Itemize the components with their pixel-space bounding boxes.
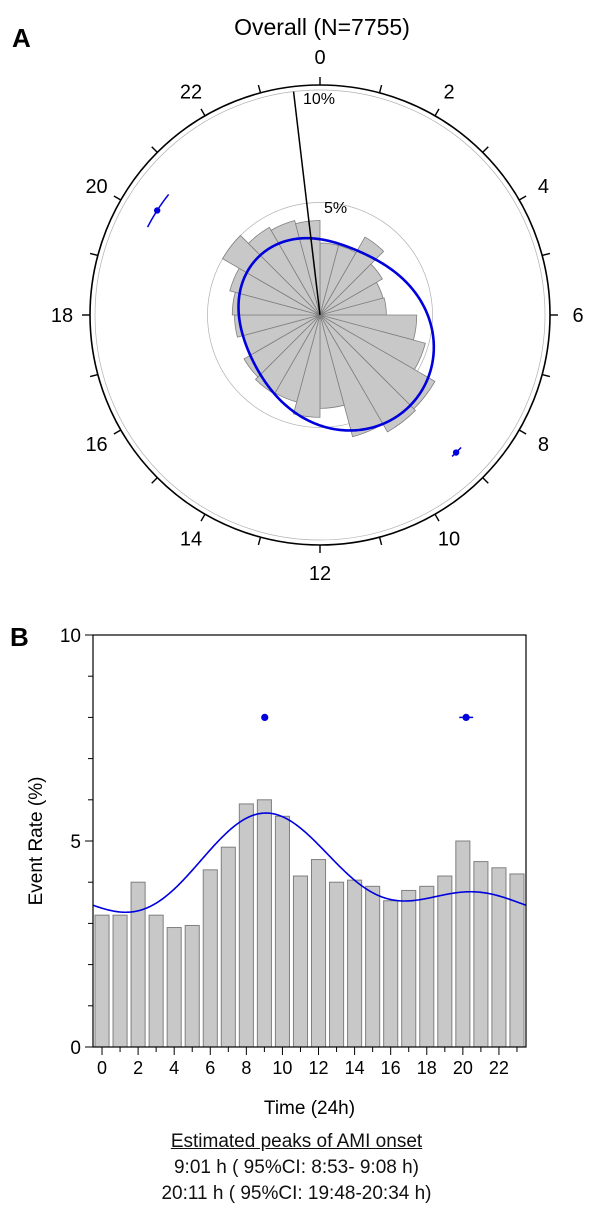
x-tick-label: 20 [453, 1058, 473, 1078]
polar-tick [518, 195, 527, 201]
polar-bar [319, 263, 383, 316]
bar [94, 914, 110, 1048]
polar-tick [151, 477, 158, 484]
polar-hour-label: 18 [51, 305, 73, 327]
polar-tick [151, 146, 158, 153]
bar [112, 914, 128, 1048]
bar [148, 914, 164, 1048]
polar-radial-axis [292, 91, 321, 316]
polar-hour-label: 16 [85, 434, 107, 456]
polar-tick [200, 108, 206, 117]
polar-hour-label: 2 [443, 82, 454, 104]
polar-tick [482, 477, 489, 484]
x-tick-label: 12 [309, 1058, 329, 1078]
peaks-title: Estimated peaks of AMI onset [170, 1131, 423, 1152]
peak-line-2: 20:11 h ( 95%CI: 19:48-20:34 h) [161, 1183, 432, 1204]
polar-tick [482, 146, 489, 153]
polar-peak-marker [452, 449, 460, 456]
polar-bar [295, 220, 321, 316]
x-tick-label: 0 [97, 1058, 107, 1078]
bar [184, 924, 200, 1048]
polar-hour-label: 0 [314, 47, 325, 69]
bar [202, 869, 218, 1048]
polar-chart: 0 2 4 6 8 10 12 14 16 18 20 22 10% 5% [51, 47, 584, 585]
y-tick-label: 10 [60, 626, 81, 647]
polar-ring-label: 5% [324, 200, 347, 217]
polar-tick [541, 373, 551, 378]
bar-peak-marker [462, 713, 470, 722]
x-tick-label: 2 [133, 1058, 143, 1078]
bar [419, 885, 435, 1048]
x-tick-label: 16 [381, 1058, 401, 1078]
polar-fitted-curve [237, 236, 436, 432]
bar-fitted-curve [92, 812, 527, 914]
polar-bar [243, 314, 321, 378]
polar-tick [113, 429, 122, 435]
bar [274, 815, 290, 1048]
bar [473, 861, 489, 1048]
polar-ring-label: 10% [303, 91, 335, 108]
polar-hour-label: 10 [438, 528, 460, 550]
polar-tick [518, 429, 527, 435]
polar-tick [89, 252, 99, 257]
polar-hour-label: 4 [538, 176, 549, 198]
polar-hour-label: 6 [572, 305, 583, 327]
panel-a-label: A [12, 23, 31, 53]
bar [329, 881, 345, 1048]
y-tick-label: 5 [70, 832, 81, 853]
polar-hour-label: 12 [309, 563, 331, 585]
peak-line-1: 9:01 h ( 95%CI: 8:53- 9:08 h) [173, 1157, 420, 1178]
polar-tick [113, 195, 122, 201]
polar-bar [222, 234, 321, 316]
bar [365, 885, 381, 1048]
bar-peak-marker [261, 713, 269, 722]
polar-chart-title: Overall (N=7755) [234, 14, 410, 40]
bar [383, 900, 399, 1048]
polar-tick [541, 252, 551, 257]
polar-tick [257, 84, 262, 94]
bar [130, 881, 146, 1048]
polar-hour-label: 14 [180, 528, 202, 550]
polar-tick [434, 513, 440, 522]
bar [347, 879, 363, 1048]
x-axis-label: Time (24h) [264, 1098, 355, 1119]
polar-ring-5 [207, 202, 433, 428]
x-tick-label: 4 [169, 1058, 179, 1078]
y-tick-label: 0 [70, 1038, 81, 1059]
polar-bar [319, 314, 417, 433]
bar [220, 846, 236, 1048]
polar-ring-10 [94, 89, 546, 541]
bar [437, 875, 453, 1048]
x-tick-label: 14 [345, 1058, 365, 1078]
x-tick-label: 18 [417, 1058, 437, 1078]
bar [256, 799, 272, 1048]
y-axis-label: Event Rate (%) [26, 777, 47, 906]
polar-tick [89, 373, 99, 378]
panel-b-label: B [10, 622, 29, 652]
x-tick-label: 22 [489, 1058, 509, 1078]
bar-chart: 0 5 10 0 2 4 6 8 10 12 14 16 18 20 22 Time (24h) Event R… [26, 626, 527, 1119]
bar [292, 875, 309, 1048]
bar [310, 859, 327, 1048]
polar-tick [434, 108, 440, 117]
polar-bar [270, 219, 321, 316]
x-tick-label: 6 [205, 1058, 215, 1078]
polar-hour-label: 22 [180, 82, 202, 104]
bar [166, 927, 182, 1048]
x-tick-label: 10 [272, 1058, 292, 1078]
polar-hour-label: 20 [85, 176, 107, 198]
x-tick-label: 8 [241, 1058, 251, 1078]
polar-tick [378, 84, 383, 94]
bar [238, 803, 254, 1048]
bar [401, 889, 417, 1048]
polar-tick [200, 513, 206, 522]
polar-peak-marker [153, 207, 161, 214]
polar-tick [378, 536, 383, 546]
bar [455, 840, 471, 1048]
polar-tick [257, 536, 262, 546]
polar-hour-label: 8 [538, 434, 549, 456]
